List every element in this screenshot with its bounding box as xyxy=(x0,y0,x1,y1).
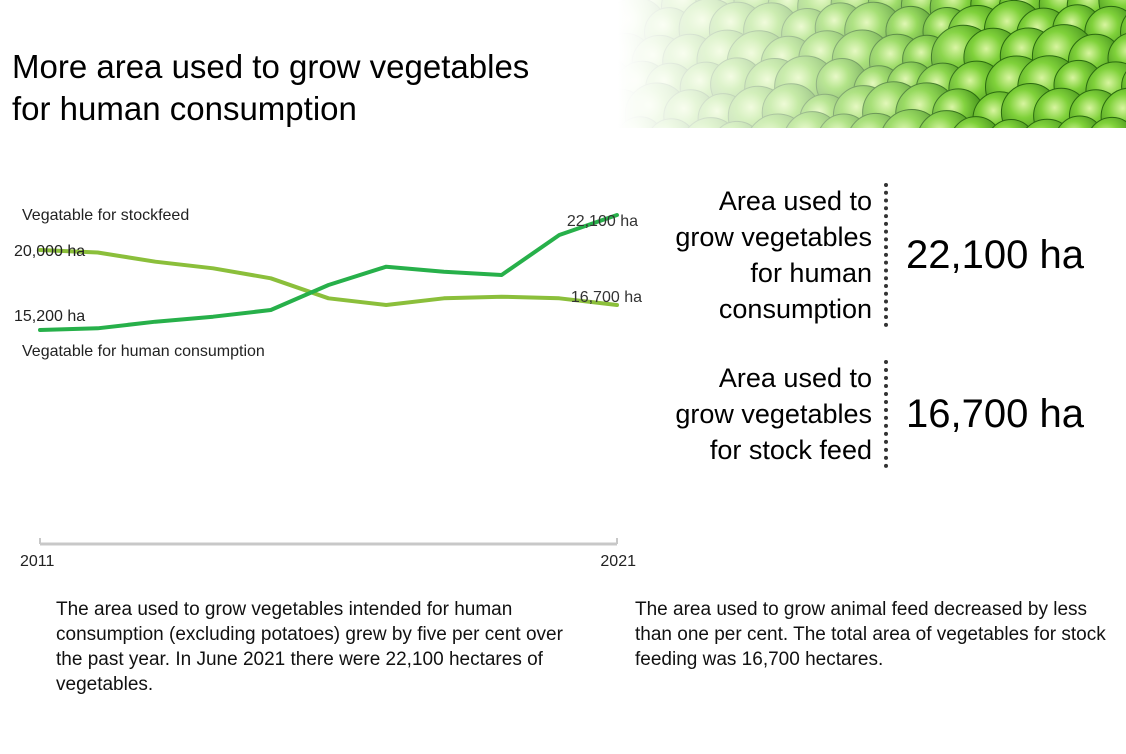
series-line-human-consumption xyxy=(38,213,619,332)
stat-human-label: Area used to grow vegetables for human c… xyxy=(640,183,888,327)
x-tick-label-end: 2021 xyxy=(600,553,636,570)
legend-stockfeed: Vegatable for stockfeed xyxy=(22,207,189,224)
stat-stockfeed-label: Area used to grow vegetables for stock f… xyxy=(640,360,888,468)
paragraph-stock-feed: The area used to grow animal feed decrea… xyxy=(635,599,1106,670)
green-peas-photo xyxy=(618,0,1126,128)
human-end-label: 22,100 ha xyxy=(567,213,638,230)
stat-human-label-line: grow vegetables xyxy=(675,222,872,252)
stat-stock-feed: Area used to grow vegetables for stock f… xyxy=(640,360,1084,468)
stat-stockfeed-value: 16,700 ha xyxy=(906,391,1084,436)
x-tick-label-start: 2011 xyxy=(20,553,55,570)
stat-human-value: 22,100 ha xyxy=(906,232,1084,277)
title-line-2: for human consumption xyxy=(12,90,357,128)
stat-human-label-line: consumption xyxy=(718,294,872,324)
stockfeed-start-label: 20,000 ha xyxy=(14,243,85,260)
peas-illustration xyxy=(618,0,1126,128)
stat-human-label-line: for human xyxy=(750,258,872,288)
stat-stockfeed-label-line: Area used to xyxy=(718,363,872,393)
stat-human-label-line: Area used to xyxy=(718,186,872,216)
paragraph-human-consumption: The area used to grow vegetables intende… xyxy=(56,599,563,695)
stat-human-consumption: Area used to grow vegetables for human c… xyxy=(640,183,1084,327)
human-start-label: 15,200 ha xyxy=(14,308,85,325)
stat-stockfeed-label-line: grow vegetables xyxy=(675,399,872,429)
line-chart: Vegatable for stockfeed Vegatable for hu… xyxy=(0,140,660,580)
stockfeed-end-label: 16,700 ha xyxy=(571,289,642,306)
line-chart-svg: Vegatable for stockfeed Vegatable for hu… xyxy=(14,207,642,570)
page-title: More area used to grow vegetables for hu… xyxy=(12,46,612,130)
legend-human-consumption: Vegatable for human consumption xyxy=(22,343,265,360)
series-line-stockfeed xyxy=(38,248,619,307)
stat-stockfeed-label-line: for stock feed xyxy=(709,435,872,465)
title-line-1: More area used to grow vegetables xyxy=(12,48,530,86)
